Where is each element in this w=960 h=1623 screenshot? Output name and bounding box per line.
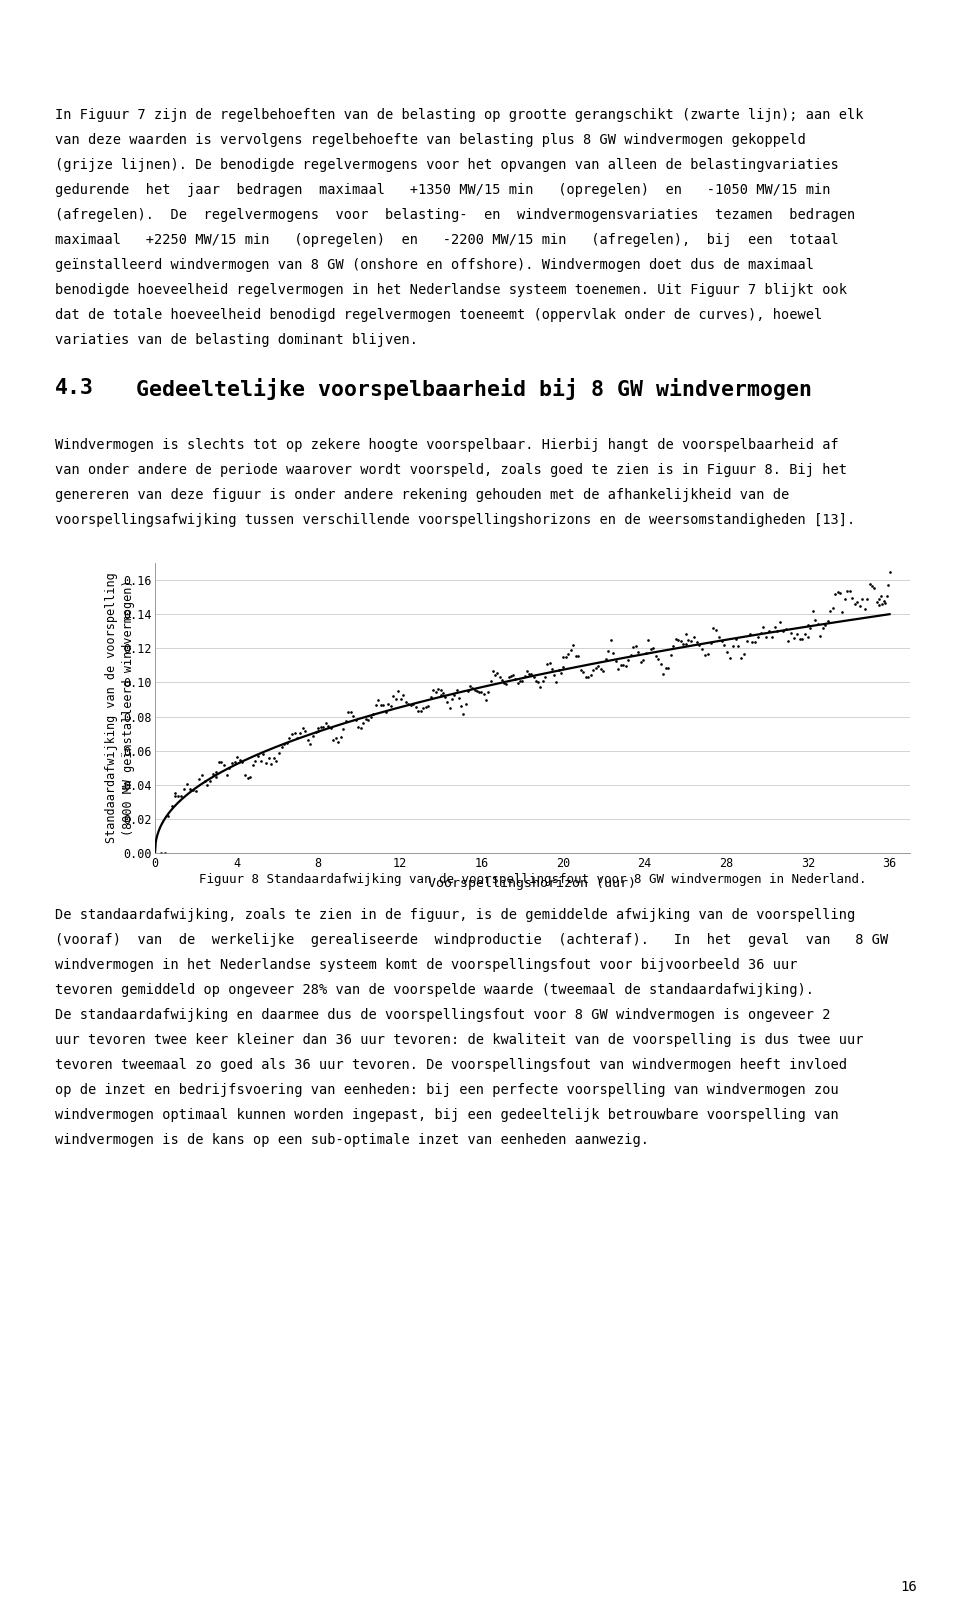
Text: In Figuur 7 zijn de regelbehoeften van de belasting op grootte gerangschikt (zwa: In Figuur 7 zijn de regelbehoeften van d…	[55, 109, 863, 122]
Text: De standaardafwijking, zoals te zien in de figuur, is de gemiddelde afwijking va: De standaardafwijking, zoals te zien in …	[55, 907, 855, 922]
Text: dat de totale hoeveelheid benodigd regelvermogen toeneemt (oppervlak onder de cu: dat de totale hoeveelheid benodigd regel…	[55, 308, 823, 321]
Text: 4.3: 4.3	[55, 378, 94, 398]
Text: uur tevoren twee keer kleiner dan 36 uur tevoren: de kwaliteit van de voorspelli: uur tevoren twee keer kleiner dan 36 uur…	[55, 1032, 863, 1047]
Text: van deze waarden is vervolgens regelbehoefte van belasting plus 8 GW windvermoge: van deze waarden is vervolgens regelbeho…	[55, 133, 805, 148]
Text: maximaal   +2250 MW/15 min   (opregelen)  en   -2200 MW/15 min   (afregelen),  b: maximaal +2250 MW/15 min (opregelen) en …	[55, 234, 839, 247]
Text: op de inzet en bedrijfsvoering van eenheden: bij een perfecte voorspelling van w: op de inzet en bedrijfsvoering van eenhe…	[55, 1083, 839, 1097]
Text: benodigde hoeveelheid regelvermogen in het Nederlandse systeem toenemen. Uit Fig: benodigde hoeveelheid regelvermogen in h…	[55, 282, 847, 297]
Text: voorspellingsafwijking tussen verschillende voorspellingshorizons en de weersoms: voorspellingsafwijking tussen verschille…	[55, 513, 855, 527]
Text: Windvermogen is slechts tot op zekere hoogte voorspelbaar. Hierbij hangt de voor: Windvermogen is slechts tot op zekere ho…	[55, 438, 839, 451]
Text: (grijze lijnen). De benodigde regelvermogens voor het opvangen van alleen de bel: (grijze lijnen). De benodigde regelvermo…	[55, 157, 839, 172]
Text: windvermogen optimaal kunnen worden ingepast, bij een gedeeltelijk betrouwbare v: windvermogen optimaal kunnen worden inge…	[55, 1109, 839, 1121]
Text: van onder andere de periode waarover wordt voorspeld, zoals goed te zien is in F: van onder andere de periode waarover wor…	[55, 463, 847, 477]
Text: genereren van deze figuur is onder andere rekening gehouden met de afhankelijkhe: genereren van deze figuur is onder ander…	[55, 489, 789, 502]
Text: gedurende  het  jaar  bedragen  maximaal   +1350 MW/15 min   (opregelen)  en   -: gedurende het jaar bedragen maximaal +13…	[55, 183, 830, 196]
Text: tevoren gemiddeld op ongeveer 28% van de voorspelde waarde (tweemaal de standaar: tevoren gemiddeld op ongeveer 28% van de…	[55, 984, 814, 997]
Text: 16: 16	[900, 1579, 917, 1594]
Text: windvermogen is de kans op een sub-optimale inzet van eenheden aanwezig.: windvermogen is de kans op een sub-optim…	[55, 1133, 649, 1147]
Text: Gedeeltelijke voorspelbaarheid bij 8 GW windvermogen: Gedeeltelijke voorspelbaarheid bij 8 GW …	[97, 378, 812, 399]
Text: geïnstalleerd windvermogen van 8 GW (onshore en offshore). Windvermogen doet dus: geïnstalleerd windvermogen van 8 GW (ons…	[55, 258, 814, 273]
Text: De standaardafwijking en daarmee dus de voorspellingsfout voor 8 GW windvermogen: De standaardafwijking en daarmee dus de …	[55, 1008, 830, 1022]
Text: tevoren tweemaal zo goed als 36 uur tevoren. De voorspellingsfout van windvermog: tevoren tweemaal zo goed als 36 uur tevo…	[55, 1058, 847, 1073]
Text: windvermogen in het Nederlandse systeem komt de voorspellingsfout voor bijvoorbe: windvermogen in het Nederlandse systeem …	[55, 958, 798, 972]
Text: (afregelen).  De  regelvermogens  voor  belasting-  en  windvermogensvariaties  : (afregelen). De regelvermogens voor bela…	[55, 208, 855, 222]
Text: (vooraf)  van  de  werkelijke  gerealiseerde  windproductie  (achteraf).   In  h: (vooraf) van de werkelijke gerealiseerde…	[55, 933, 888, 946]
Y-axis label: Standaardafwijking van de voorspelling
(8000 MW geïnstalleerd windvermogen): Standaardafwijking van de voorspelling (…	[105, 573, 134, 844]
X-axis label: Voorspellingshorizon (uur): Voorspellingshorizon (uur)	[428, 876, 636, 889]
Text: variaties van de belasting dominant blijven.: variaties van de belasting dominant blij…	[55, 333, 418, 347]
Text: Figuur 8 Standaardafwijking van de voorspellingsfout voor 8 GW windvermogen in N: Figuur 8 Standaardafwijking van de voors…	[199, 873, 866, 886]
